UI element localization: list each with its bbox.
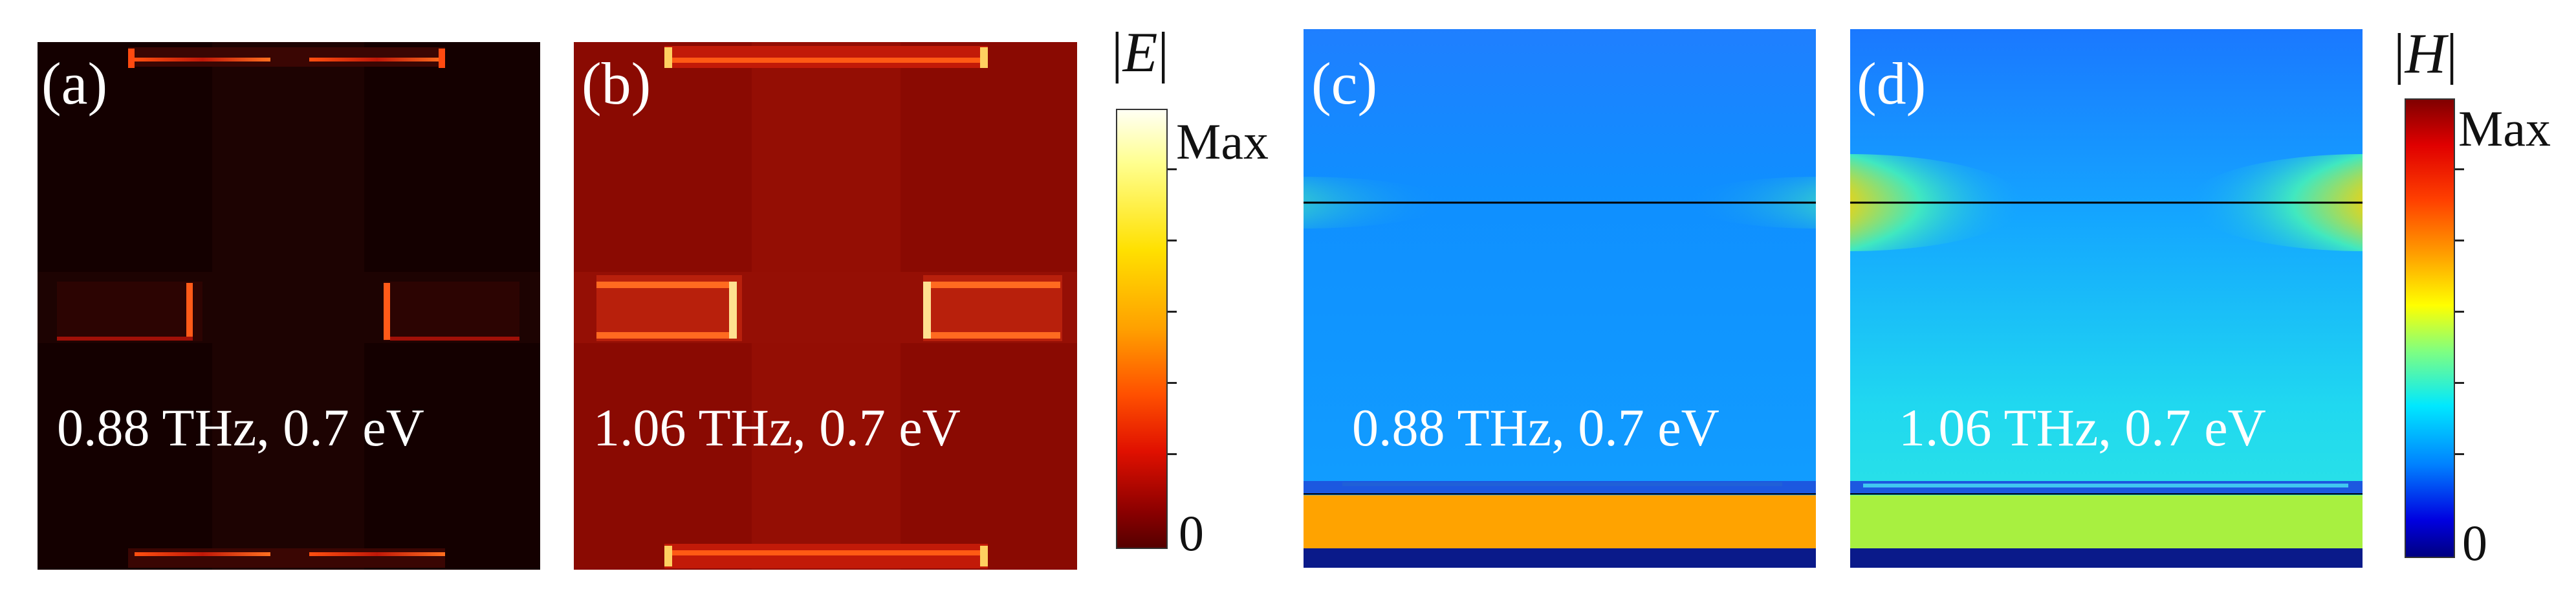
panel-b-field-map [574, 42, 1077, 570]
colorbar-e-tick [1168, 382, 1177, 384]
panel-a-field-map [38, 42, 540, 570]
colorbar-e-min-label: 0 [1179, 505, 1204, 561]
panel-c-label: (c) [1311, 50, 1378, 117]
panel-c-field-map [1304, 29, 1816, 568]
colorbar-e-max-label: Max [1176, 113, 1269, 170]
panel-c-caption: 0.88 THz, 0.7 eV [1352, 398, 1719, 457]
colorbar-e-tick [1168, 453, 1177, 455]
colorbar-e-tick [1168, 240, 1177, 241]
panel-b-label: (b) [582, 50, 651, 117]
colorbar-h-max-label: Max [2458, 100, 2551, 157]
colorbar-h-title: |H| [2394, 23, 2458, 85]
panel-d-caption: 1.06 THz, 0.7 eV [1899, 398, 2266, 457]
panel-b-caption: 1.06 THz, 0.7 eV [593, 398, 961, 457]
colorbar-e-tick [1168, 168, 1177, 170]
panel-d-label: (d) [1857, 50, 1927, 117]
panel-d: (d) 1.06 THz, 0.7 eV [1850, 29, 2363, 568]
colorbar-h-tick [2455, 453, 2464, 455]
colorbar-e [1116, 109, 1168, 549]
panel-a-caption: 0.88 THz, 0.7 eV [57, 398, 424, 457]
colorbar-h-tick [2455, 382, 2464, 384]
panel-d-field-map [1850, 29, 2363, 568]
panel-a: (a) 0.88 THz, 0.7 eV [38, 42, 540, 570]
colorbar-e-title: |E| [1111, 21, 1170, 84]
colorbar-h-tick [2455, 311, 2464, 313]
colorbar-h-tick [2455, 240, 2464, 241]
panel-a-label: (a) [41, 50, 108, 117]
colorbar-h-min-label: 0 [2462, 515, 2487, 571]
colorbar-e-symbol: E [1122, 21, 1158, 84]
panel-b: (b) 1.06 THz, 0.7 eV [574, 42, 1077, 570]
colorbar-h-symbol: H [2405, 23, 2447, 85]
panel-c: (c) 0.88 THz, 0.7 eV [1304, 29, 1816, 568]
colorbar-h-tick [2455, 168, 2464, 170]
colorbar-h [2405, 98, 2455, 558]
colorbar-e-tick [1168, 311, 1177, 313]
